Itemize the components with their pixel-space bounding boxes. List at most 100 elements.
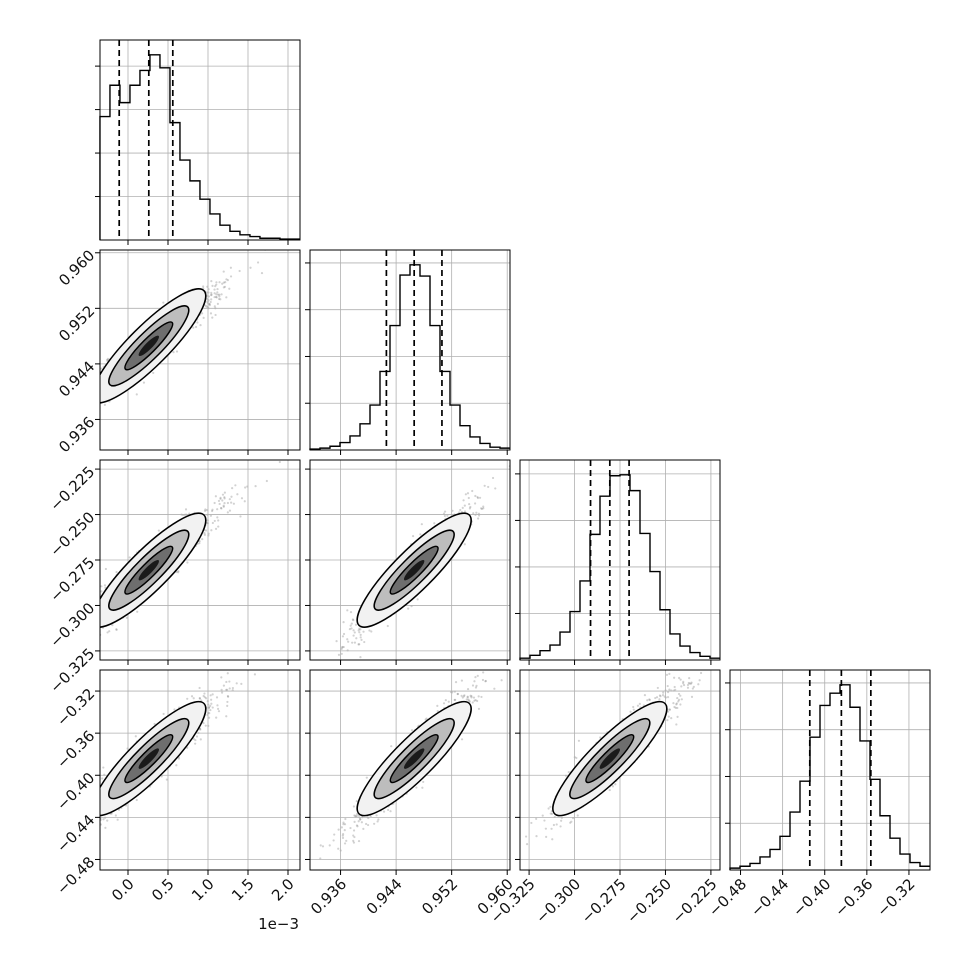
scatter-point xyxy=(128,556,131,559)
scatter-point xyxy=(223,496,226,499)
scatter-point xyxy=(229,266,232,269)
scatter-point xyxy=(346,609,349,612)
scatter-point xyxy=(474,698,477,702)
scatter-point xyxy=(284,655,286,657)
scatter-point xyxy=(471,701,474,704)
scatter-point xyxy=(365,776,368,779)
scatter-point xyxy=(230,501,233,504)
scatter-point xyxy=(240,497,244,500)
scatter-point xyxy=(349,624,352,627)
scatter-point xyxy=(410,729,414,732)
scatter-point xyxy=(319,857,322,860)
scatter-point xyxy=(215,696,219,699)
scatter-point xyxy=(223,502,226,505)
scatter-point xyxy=(202,316,205,319)
scatter-point xyxy=(217,297,221,301)
scatter-point xyxy=(321,845,325,848)
scatter-point xyxy=(484,680,487,683)
scatter-point xyxy=(425,717,428,720)
scatter-point xyxy=(217,519,220,522)
scatter-point xyxy=(162,712,165,716)
scatter-point xyxy=(226,672,229,675)
scatter-point xyxy=(102,818,105,821)
scatter-point xyxy=(216,707,220,710)
scatter-point xyxy=(220,507,223,510)
scatter-point xyxy=(419,533,422,536)
scatter-point xyxy=(228,655,230,657)
scatter-point xyxy=(160,775,163,778)
scatter-point xyxy=(235,682,238,685)
scatter-point xyxy=(226,704,229,707)
scatter-point xyxy=(216,704,219,707)
scatter-point xyxy=(243,665,245,667)
scatter-point xyxy=(463,543,466,546)
scatter-point xyxy=(352,634,355,637)
scatter-point xyxy=(194,742,197,745)
scatter-point xyxy=(106,631,109,634)
scatter-point xyxy=(114,814,117,817)
scatter-point xyxy=(221,493,225,496)
scatter-point xyxy=(198,696,201,700)
scatter-point xyxy=(340,647,343,651)
scatter-point xyxy=(265,451,267,453)
scatter-point xyxy=(216,302,219,305)
scatter-point xyxy=(211,284,214,288)
scatter-point xyxy=(359,636,362,639)
scatter-point xyxy=(482,507,485,510)
scatter-point xyxy=(203,532,206,535)
scatter-point xyxy=(226,700,229,704)
scatter-point xyxy=(207,716,211,719)
scatter-point xyxy=(357,820,360,823)
scatter-point xyxy=(487,485,490,489)
scatter-point xyxy=(243,500,246,503)
scatter-point xyxy=(210,293,213,296)
scatter-point xyxy=(355,814,358,818)
scatter-point xyxy=(362,630,365,633)
scatter-point xyxy=(355,824,359,827)
scatter-point xyxy=(474,667,476,669)
scatter-point xyxy=(333,833,336,836)
scatter-point xyxy=(209,708,212,712)
scatter-point xyxy=(210,298,213,301)
scatter-point xyxy=(477,517,480,520)
scatter-point xyxy=(244,486,247,489)
scatter-point xyxy=(473,680,476,683)
scatter-point xyxy=(484,679,487,683)
scatter-point xyxy=(355,637,358,640)
scatter-point xyxy=(328,844,331,847)
scatter-point xyxy=(106,357,109,360)
scatter-point xyxy=(470,696,473,699)
scatter-point xyxy=(491,476,495,480)
scatter-point xyxy=(476,674,479,677)
scatter-point xyxy=(459,508,462,512)
scatter-point xyxy=(231,686,234,690)
scatter-point xyxy=(436,704,439,707)
scatter-point xyxy=(226,501,230,505)
scatter-point xyxy=(357,839,361,843)
scatter-point xyxy=(227,695,230,698)
scatter-point xyxy=(436,709,439,713)
scatter-point xyxy=(230,495,233,498)
scatter-point xyxy=(494,487,497,490)
scatter-point xyxy=(480,695,483,699)
scatter-point xyxy=(213,519,216,523)
scatter-point xyxy=(199,324,202,327)
scatter-point xyxy=(341,646,344,649)
scatter-point xyxy=(343,823,347,826)
scatter-point xyxy=(476,496,480,500)
scatter-point xyxy=(416,598,419,601)
scatter-point xyxy=(194,738,197,742)
scatter-point xyxy=(475,511,478,514)
scatter-point xyxy=(337,828,340,831)
scatter-point xyxy=(214,527,218,530)
scatter-point xyxy=(188,512,191,515)
scatter-point xyxy=(205,291,208,294)
scatter-point xyxy=(442,702,446,705)
scatter-point xyxy=(353,820,356,823)
scatter-point xyxy=(360,821,363,824)
scatter-point xyxy=(102,766,105,769)
scatter-point xyxy=(218,295,221,298)
scatter-point xyxy=(229,275,233,278)
scatter-point xyxy=(100,823,103,826)
